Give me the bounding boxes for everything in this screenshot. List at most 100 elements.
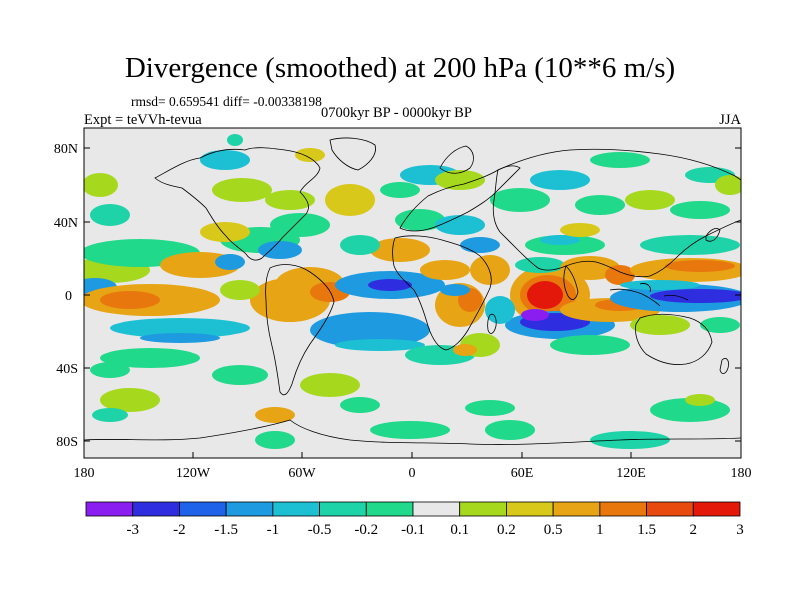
colorbar-label: 0.1 <box>450 522 469 538</box>
field-cell <box>92 408 128 422</box>
field-cells-indian <box>485 235 660 355</box>
lat-label: 80S <box>56 435 78 450</box>
colorbar-label: -1 <box>267 522 280 538</box>
coastline-antarctica <box>84 419 741 445</box>
coastline-new-zealand <box>719 358 729 374</box>
field-cell <box>200 150 250 170</box>
field-cell <box>270 213 330 237</box>
field-cell <box>255 407 295 423</box>
field-cell <box>440 284 470 296</box>
field-cell <box>90 362 130 378</box>
field-cell <box>700 317 740 333</box>
coastline-australia <box>635 313 713 365</box>
field-cell <box>650 289 741 303</box>
colorbar-label: 2 <box>690 522 698 538</box>
field-cell <box>530 170 590 190</box>
axis-ticks <box>83 147 742 458</box>
colorbar-label: -0.1 <box>401 522 425 538</box>
field-cell <box>460 237 500 253</box>
colorbar-label: -0.2 <box>354 522 378 538</box>
lat-label: 40N <box>54 216 78 231</box>
colorbar-box <box>132 501 180 517</box>
field-cell <box>100 348 200 368</box>
field-cell <box>521 309 549 321</box>
field-cell <box>370 421 450 439</box>
field-cell <box>605 265 635 285</box>
lon-label: 180 <box>731 466 752 481</box>
colorbar <box>85 501 741 517</box>
coastlines <box>84 137 741 445</box>
field-cell <box>485 420 535 440</box>
field-cell <box>453 344 477 356</box>
field-cell <box>368 279 412 291</box>
field-cell <box>380 182 420 198</box>
colorbar-label: 1 <box>596 522 604 538</box>
field-cell <box>550 335 630 355</box>
coastline-scandinavia <box>439 145 474 174</box>
colorbar-box <box>599 501 647 517</box>
field-cell <box>575 195 625 215</box>
field-cell <box>84 173 118 197</box>
colorbar-label: 0.5 <box>544 522 563 538</box>
field-cell <box>295 148 325 162</box>
field-cell <box>110 318 250 338</box>
field-cell <box>212 178 272 202</box>
field-cell <box>325 184 375 216</box>
field-cell <box>227 134 243 146</box>
field-cell <box>540 235 580 245</box>
colorbar-box <box>319 501 367 517</box>
colorbar-label: 3 <box>736 522 744 538</box>
colorbar-labels: -3 -2 -1.5 -1 -0.5 -0.2 -0.1 0.1 0.2 0.5 1 1.5 2 3 <box>126 522 743 538</box>
coastline-japan <box>705 228 721 242</box>
field-cell <box>220 280 260 300</box>
colorbar-box <box>412 501 461 517</box>
colorbar-box <box>85 501 134 517</box>
colorbar-label: -0.5 <box>308 522 332 538</box>
season-label: JJA <box>719 112 741 128</box>
coastline-madagascar <box>487 313 497 334</box>
field-cell <box>395 209 445 231</box>
coastline-greenland <box>329 137 376 171</box>
coastline-europe <box>399 165 521 232</box>
field-cell <box>200 222 250 242</box>
field-cells-west-pacific <box>610 235 741 335</box>
field-cells-eurasia <box>435 152 741 237</box>
lon-label: 180 <box>74 466 95 481</box>
field-cell <box>515 257 565 273</box>
field-cell <box>670 201 730 219</box>
colorbar-label: -3 <box>126 522 139 538</box>
colorbar-box <box>272 501 320 517</box>
field-cell <box>212 365 268 385</box>
field-cell <box>560 223 600 237</box>
field-cell <box>255 431 295 449</box>
coastline-south-america <box>265 264 335 396</box>
field-cell <box>640 235 740 255</box>
field-cell <box>590 152 650 168</box>
lon-label: 60W <box>288 466 316 481</box>
coastline-asia <box>492 148 741 278</box>
field-cell <box>420 260 470 280</box>
field-cell <box>620 280 700 290</box>
field-cell <box>340 235 380 255</box>
field-cell <box>435 170 485 190</box>
lon-label: 0 <box>409 466 416 481</box>
field-cell <box>335 339 425 351</box>
field-cell <box>625 190 675 210</box>
field-cell <box>340 397 380 413</box>
field-cell <box>490 188 550 212</box>
colorbar-box <box>179 501 227 517</box>
colorbar-box <box>552 501 601 517</box>
colorbar-box <box>459 501 507 517</box>
field-cell <box>685 394 715 406</box>
stats-label: rmsd= 0.659541 diff= -0.00338198 <box>131 94 322 109</box>
lat-label: 0 <box>65 289 72 304</box>
field-cell <box>665 260 735 272</box>
lon-label: 60E <box>511 466 534 481</box>
coastline-india <box>563 265 579 300</box>
colorbar-box <box>506 501 554 517</box>
colorbar-label: -2 <box>173 522 186 538</box>
colorbar-box <box>225 501 274 517</box>
colorbar-box <box>692 501 741 517</box>
field-cells-atlantic <box>275 165 510 365</box>
